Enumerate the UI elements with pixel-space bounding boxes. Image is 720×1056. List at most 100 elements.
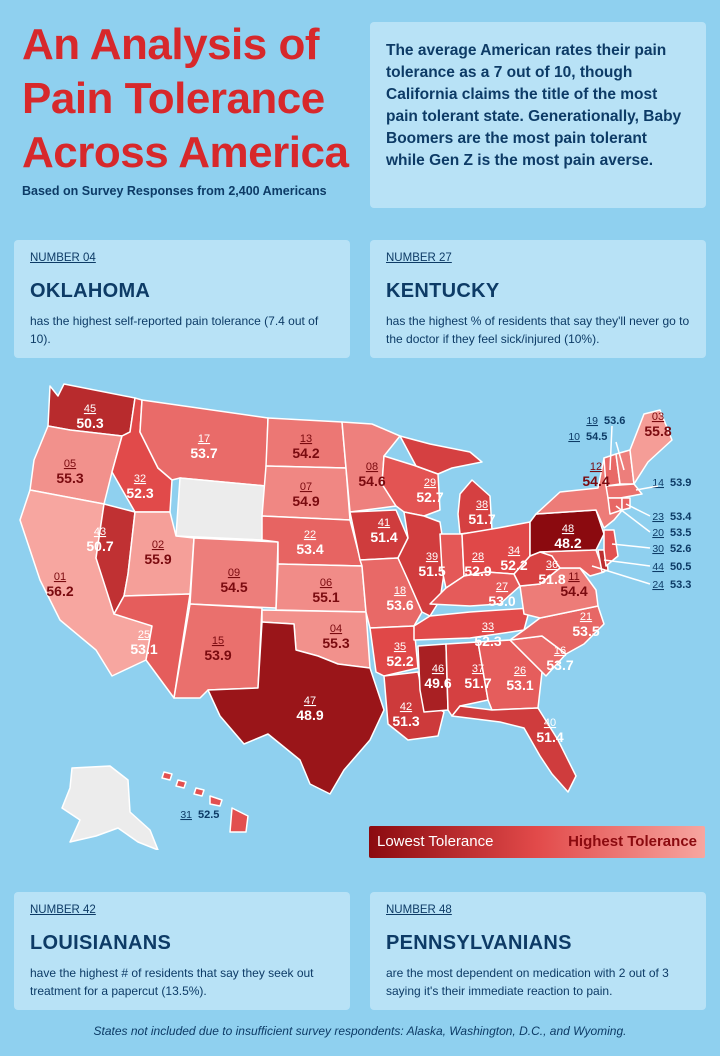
leader-line-rhode-island <box>625 503 651 517</box>
state-rank-massachusetts: 14 <box>652 477 664 489</box>
state-rank-rhode-island: 23 <box>652 511 664 523</box>
state-score-nevada: 50.7 <box>86 538 113 554</box>
fact-state: LOUISIANANS <box>30 932 172 954</box>
fact-card-pennsylvania: NUMBER 48 PENNSYLVANIANS are the most de… <box>370 892 706 1010</box>
state-rank-washington: 45 <box>84 403 96 415</box>
state-score-north-dakota: 54.2 <box>292 445 319 461</box>
state-score-delaware: 50.5 <box>670 561 691 573</box>
fact-text: has the highest self-reported pain toler… <box>30 314 319 346</box>
state-rank-virginia: 11 <box>568 571 579 583</box>
state-score-iowa: 51.4 <box>370 529 397 545</box>
state-rank-connecticut: 20 <box>652 527 664 539</box>
state-rank-north-carolina: 21 <box>580 611 592 623</box>
state-score-nebraska: 53.4 <box>296 541 323 557</box>
state-rank-idaho: 32 <box>134 473 146 485</box>
state-maryland <box>539 549 605 577</box>
state-score-idaho: 52.3 <box>126 485 153 501</box>
state-score-maryland: 53.3 <box>670 579 691 591</box>
state-score-pennsylvania: 48.2 <box>554 535 581 551</box>
state-rank-arkansas: 35 <box>394 641 406 653</box>
state-tennessee <box>413 607 531 641</box>
state-score-mississippi: 49.6 <box>424 675 451 691</box>
state-score-minnesota: 54.6 <box>358 473 385 489</box>
color-legend: Lowest Tolerance Highest Tolerance <box>369 826 705 858</box>
state-rank-texas: 47 <box>304 695 316 707</box>
state-score-south-carolina: 53.7 <box>546 657 573 673</box>
state-rank-pennsylvania: 48 <box>562 523 574 535</box>
fact-card-oklahoma: NUMBER 04 OKLAHOMA has the highest self-… <box>14 240 350 358</box>
state-rank-colorado: 09 <box>228 567 240 579</box>
state-rank-maine: 03 <box>652 411 664 423</box>
fact-text: have the highest # of residents that say… <box>30 966 314 998</box>
state-score-colorado: 54.5 <box>220 579 247 595</box>
state-rank-wisconsin: 29 <box>424 477 436 489</box>
leader-line-connecticut <box>615 505 651 533</box>
state-rank-missouri: 18 <box>394 585 406 597</box>
state-rank-hawaii: 31 <box>180 809 192 821</box>
title-line-1: An Analysis of <box>22 20 319 69</box>
intro-text: The average American rates their pain to… <box>386 42 682 169</box>
state-score-oklahoma: 55.3 <box>322 635 349 651</box>
state-rank-south-dakota: 07 <box>300 481 312 493</box>
state-score-alabama: 51.7 <box>464 675 491 691</box>
state-score-tennessee: 52.3 <box>474 633 501 649</box>
state-score-south-dakota: 54.9 <box>292 493 319 509</box>
state-score-michigan: 51.7 <box>468 511 495 527</box>
state-score-vermont: 53.6 <box>604 415 625 427</box>
fact-card-louisiana: NUMBER 42 LOUISIANANS have the highest #… <box>14 892 350 1010</box>
subtitle: Based on Survey Responses from 2,400 Ame… <box>22 184 327 198</box>
state-score-louisiana: 51.3 <box>392 713 419 729</box>
leader-line-massachusetts <box>635 485 659 491</box>
state-score-wisconsin: 52.7 <box>416 489 443 505</box>
state-score-new-jersey: 52.6 <box>670 543 691 555</box>
state-rank-georgia: 26 <box>514 665 526 677</box>
state-rank-montana: 17 <box>198 433 210 445</box>
intro-card: The average American rates their pain to… <box>370 22 706 208</box>
state-rank-nebraska: 22 <box>304 529 316 541</box>
state-score-west-virginia: 51.8 <box>538 571 565 587</box>
state-wyoming <box>175 477 267 541</box>
state-rank-maryland: 24 <box>652 579 664 591</box>
state-score-oregon: 55.3 <box>56 470 83 486</box>
state-score-new-mexico: 53.9 <box>204 647 231 663</box>
state-rank-illinois: 39 <box>426 551 438 563</box>
state-score-hawaii: 52.5 <box>198 809 219 821</box>
title-block: An Analysis of Pain Tolerance Across Ame… <box>22 18 352 180</box>
state-rank-indiana: 28 <box>472 551 484 563</box>
state-rank-alabama: 37 <box>472 663 484 675</box>
state-score-texas: 48.9 <box>296 707 323 723</box>
state-rank-california: 01 <box>54 571 66 583</box>
state-score-virginia: 54.4 <box>560 583 587 599</box>
fact-state: OKLAHOMA <box>30 280 151 302</box>
state-rank-kentucky: 27 <box>496 581 508 593</box>
state-rank-minnesota: 08 <box>366 461 378 473</box>
leader-line-new-hampshire <box>615 441 625 471</box>
state-score-montana: 53.7 <box>190 445 217 461</box>
state-score-georgia: 53.1 <box>506 677 533 693</box>
leader-line-new-jersey <box>611 543 651 549</box>
state-rank-delaware: 44 <box>652 561 664 573</box>
state-rank-iowa: 41 <box>378 517 390 529</box>
state-rank-utah: 02 <box>152 539 164 551</box>
state-arkansas <box>369 625 419 677</box>
legend-low-label: Lowest Tolerance <box>377 833 494 850</box>
state-oregon <box>29 425 123 505</box>
state-rank-new-york: 12 <box>590 461 602 473</box>
state-rank-nevada: 43 <box>94 526 106 538</box>
state-score-ohio: 52.2 <box>500 557 527 573</box>
state-rank-michigan: 38 <box>476 499 488 511</box>
state-score-utah: 55.9 <box>144 551 171 567</box>
state-score-new-york: 54.4 <box>582 473 609 489</box>
fact-state: KENTUCKY <box>386 280 500 302</box>
state-florida <box>451 705 577 793</box>
state-rank-tennessee: 33 <box>482 621 494 633</box>
state-rank-kansas: 06 <box>320 577 332 589</box>
fact-text: are the most dependent on medication wit… <box>386 966 669 998</box>
state-rank-vermont: 19 <box>586 415 598 427</box>
state-score-florida: 51.4 <box>536 729 563 745</box>
state-score-washington: 50.3 <box>76 415 103 431</box>
state-texas <box>207 621 385 795</box>
leader-line-delaware <box>603 559 651 567</box>
state-rank-new-hampshire: 10 <box>568 431 580 443</box>
fact-card-kentucky: NUMBER 27 KENTUCKY has the highest % of … <box>370 240 706 358</box>
